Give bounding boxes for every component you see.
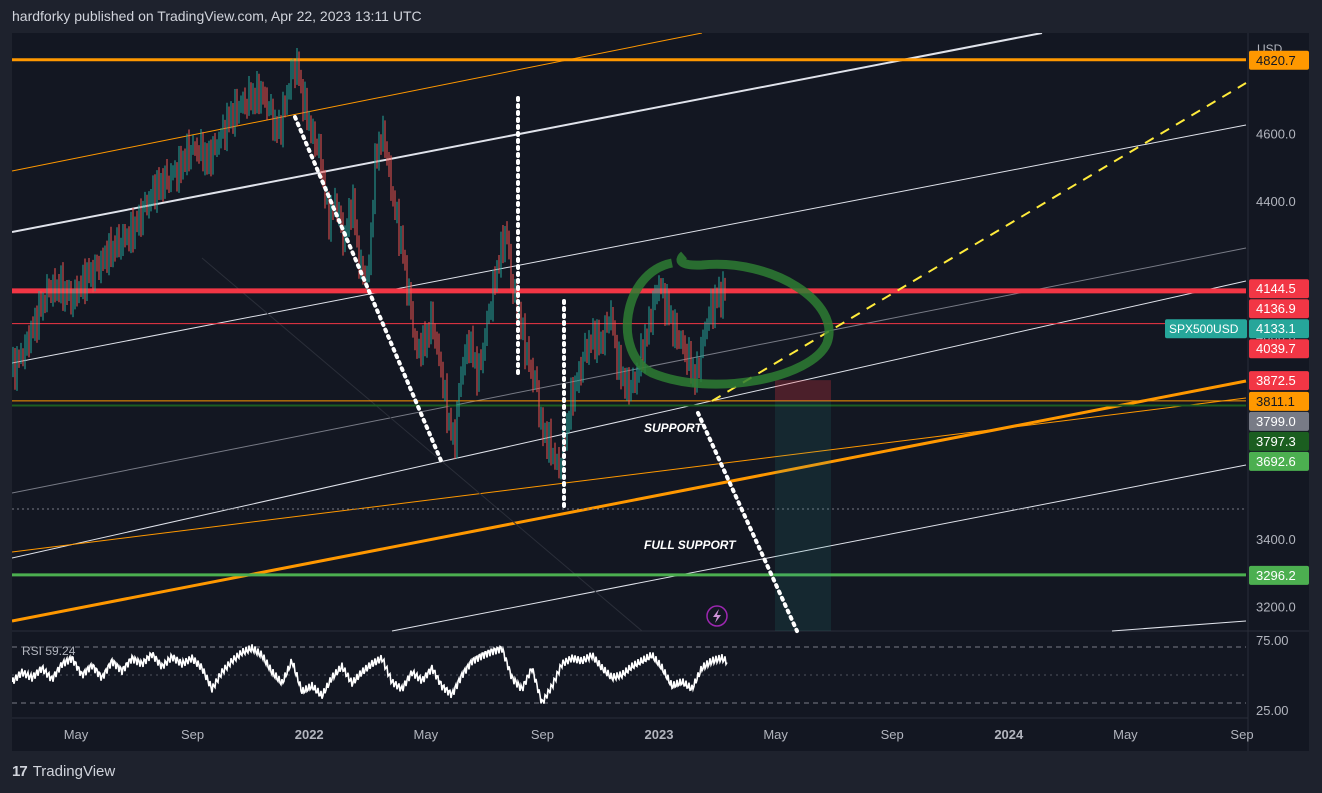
trend-line [12, 397, 1247, 553]
price-badge [1249, 431, 1309, 451]
symbol-tag [1165, 319, 1247, 339]
time-tick: Sep [1230, 727, 1253, 742]
tradingview-logo[interactable]: 17 TradingView [12, 763, 115, 780]
time-tick: May [1113, 727, 1138, 742]
price-tick: 3200.0 [1256, 599, 1296, 614]
time-tick: Sep [181, 727, 204, 742]
dotted-line [696, 411, 799, 633]
price-badge-label: 3799.0 [1256, 414, 1296, 429]
tradingview-mark-icon: 17 [12, 763, 28, 780]
price-badge [1249, 391, 1309, 411]
price-badge-label: 3872.5 [1256, 373, 1296, 388]
publish-info: hardforky published on TradingView.com, … [12, 8, 422, 24]
price-badge-label: 4136.9 [1256, 301, 1296, 316]
target-zone [775, 400, 831, 631]
time-tick: May [414, 727, 439, 742]
stop-zone [775, 380, 831, 401]
highlight-circle [622, 251, 834, 389]
rsi-label: RSI 59.24 [22, 644, 76, 658]
price-badge [1249, 319, 1309, 339]
price-badge [1249, 371, 1309, 391]
time-tick: 2024 [994, 727, 1024, 742]
price-badge-label: 4133.1 [1256, 321, 1296, 336]
trend-line [12, 379, 1247, 623]
trend-line [12, 280, 1247, 559]
price-badge-label: 3296.2 [1256, 568, 1296, 583]
trend-line [201, 257, 643, 632]
time-tick: 2023 [645, 727, 674, 742]
rsi-upper-tick: 75.00 [1256, 633, 1289, 648]
time-tick: May [763, 727, 788, 742]
price-badge [1249, 411, 1309, 431]
lightning-icon [706, 605, 728, 627]
price-badge [1249, 299, 1309, 319]
trend-line [12, 33, 703, 172]
time-tick: Sep [531, 727, 554, 742]
price-badge-label: 4144.5 [1256, 281, 1296, 296]
trend-line [391, 464, 1247, 632]
price-badge [1249, 50, 1309, 70]
price-badge [1249, 451, 1309, 471]
price-tick: 4600.0 [1256, 126, 1296, 141]
price-badge-label: 3811.1 [1256, 394, 1295, 409]
price-tick: 4400.0 [1256, 194, 1296, 209]
price-badge-label: 3692.6 [1256, 454, 1296, 469]
price-tick: 3400.0 [1256, 532, 1296, 547]
price-badge-label: 4820.7 [1256, 53, 1296, 68]
symbol-tag-label: SPX500USD [1169, 322, 1239, 336]
trend-line [12, 33, 1043, 233]
trend-line [1111, 620, 1247, 632]
annotation-full-support: FULL SUPPORT [644, 538, 737, 552]
time-tick: Sep [881, 727, 904, 742]
lightning-bolt-icon [713, 609, 721, 623]
annotation-support: SUPPORT [644, 421, 703, 435]
tradingview-brand: TradingView [32, 763, 116, 780]
time-tick: 2022 [295, 727, 324, 742]
rsi-line [12, 644, 728, 704]
price-badge [1249, 339, 1309, 359]
dashed-projection [711, 82, 1247, 402]
price-badge-label: 3797.3 [1256, 434, 1296, 449]
dotted-line [293, 115, 444, 465]
rsi-lower-tick: 25.00 [1256, 703, 1289, 718]
price-badge-label: 4039.7 [1256, 341, 1296, 356]
price-badge [1249, 565, 1309, 585]
price-badge [1249, 279, 1309, 299]
time-tick: May [64, 727, 89, 742]
